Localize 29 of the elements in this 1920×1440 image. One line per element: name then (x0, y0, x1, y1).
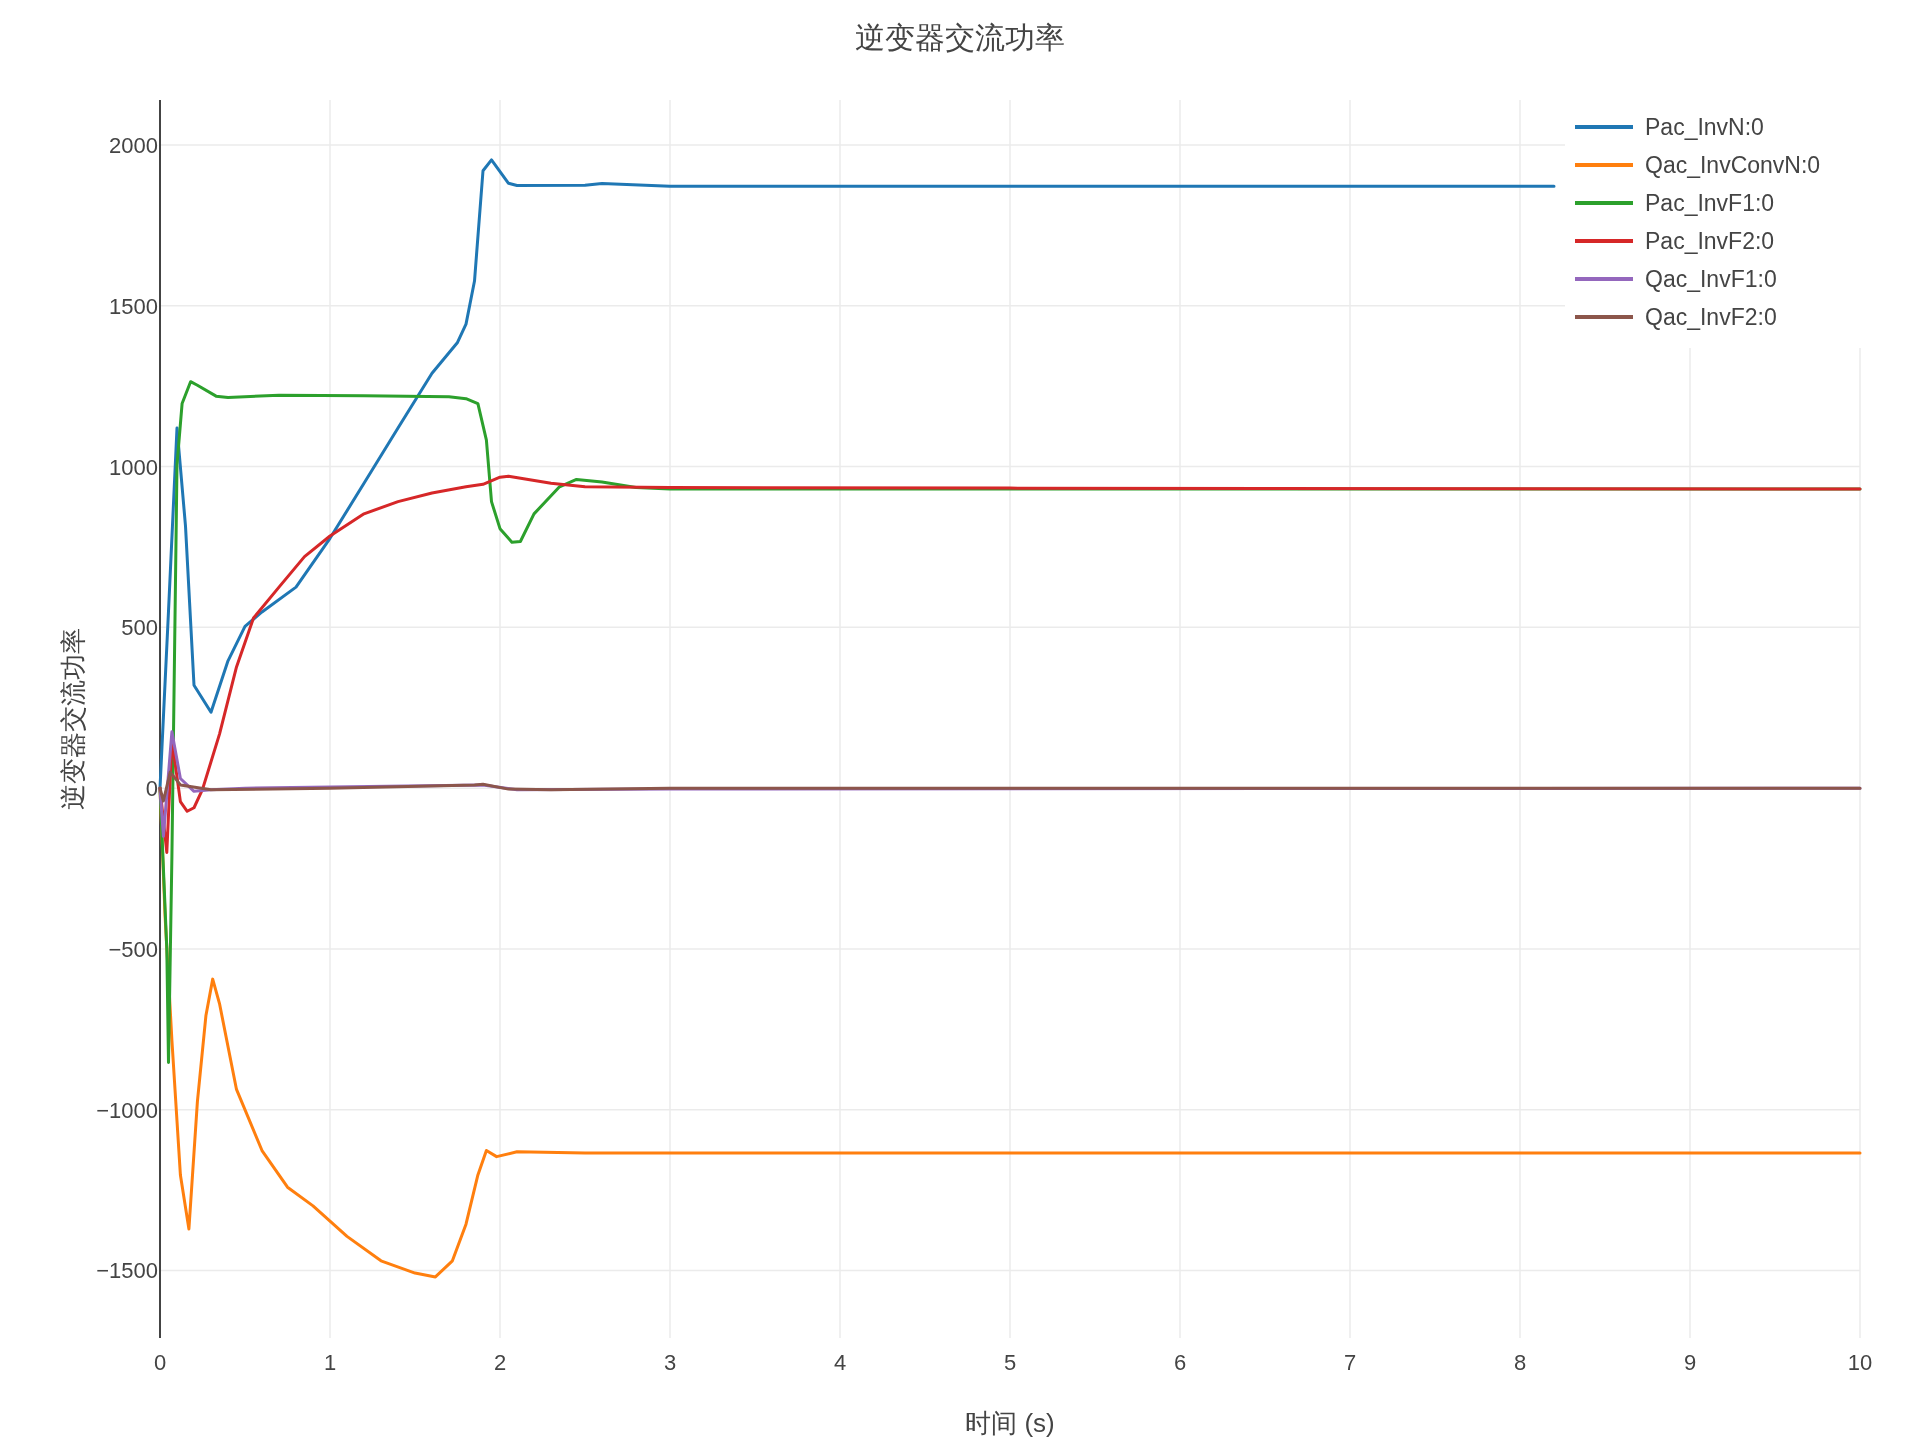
y-tick-label: 0 (145, 776, 158, 802)
line-series (158, 158, 1556, 790)
x-tick-label: 2 (493, 1350, 507, 1375)
x-tick-label: 7 (1343, 1350, 1357, 1375)
y-tick-label: 2000 (109, 133, 158, 159)
y-axis-title: 逆变器交流功率 (58, 628, 88, 810)
y-tick-label: −1500 (96, 1258, 158, 1284)
y-tick-label: 1500 (109, 293, 158, 319)
x-axis-title: 时间 (s) (965, 1408, 1055, 1438)
x-tick-label: 9 (1683, 1350, 1697, 1375)
x-tick-label: 4 (833, 1350, 847, 1375)
legend-label: Pac_InvF1:0 (1645, 190, 1775, 216)
x-tick-label: 10 (1847, 1350, 1873, 1375)
x-tick-label: 8 (1513, 1350, 1527, 1375)
y-tick-label: −1000 (96, 1097, 158, 1123)
legend-label: Qac_InvConvN:0 (1645, 152, 1821, 178)
legend-label: Pac_InvF2:0 (1645, 228, 1775, 254)
x-tick-label: 1 (323, 1350, 337, 1375)
legend-label: Qac_InvF1:0 (1645, 266, 1777, 292)
legend-label: Qac_InvF2:0 (1645, 304, 1777, 330)
x-tick-label: 6 (1173, 1350, 1187, 1375)
y-tick-label: 500 (121, 615, 158, 641)
y-tick-label: −500 (108, 936, 158, 962)
chart-title: 逆变器交流功率 (855, 21, 1065, 54)
y-tick-label: 1000 (109, 454, 158, 480)
x-tick-label: 5 (1003, 1350, 1017, 1375)
line-series (158, 770, 1862, 803)
x-tick-label: 3 (663, 1350, 677, 1375)
legend-label: Pac_InvN:0 (1645, 114, 1764, 140)
